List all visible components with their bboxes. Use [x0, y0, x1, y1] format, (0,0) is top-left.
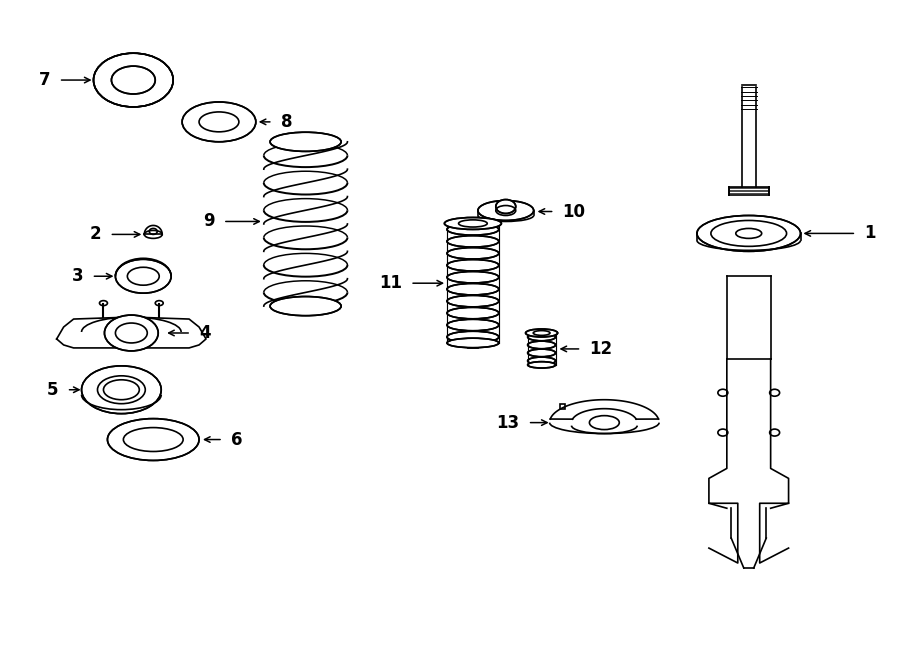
Ellipse shape: [526, 329, 558, 337]
Ellipse shape: [445, 217, 501, 229]
Ellipse shape: [447, 319, 499, 330]
Polygon shape: [709, 503, 738, 563]
Text: 13: 13: [497, 414, 519, 432]
Text: 2: 2: [90, 225, 102, 243]
Bar: [560, 404, 564, 408]
Ellipse shape: [270, 132, 341, 151]
Polygon shape: [144, 225, 162, 235]
Ellipse shape: [527, 341, 555, 349]
Ellipse shape: [447, 307, 499, 319]
Ellipse shape: [94, 53, 173, 107]
Ellipse shape: [115, 259, 171, 293]
Polygon shape: [760, 503, 788, 563]
Ellipse shape: [447, 295, 499, 307]
Ellipse shape: [697, 215, 800, 251]
Ellipse shape: [82, 366, 161, 414]
Text: 12: 12: [590, 340, 613, 358]
Polygon shape: [709, 359, 727, 508]
Ellipse shape: [447, 248, 499, 259]
Polygon shape: [550, 420, 659, 432]
Ellipse shape: [527, 362, 555, 368]
Ellipse shape: [447, 223, 499, 235]
Text: 11: 11: [379, 274, 402, 292]
Text: 1: 1: [864, 225, 876, 243]
Ellipse shape: [527, 333, 555, 341]
Text: 8: 8: [281, 113, 292, 131]
Text: 7: 7: [39, 71, 50, 89]
Polygon shape: [770, 359, 788, 508]
Ellipse shape: [447, 338, 499, 348]
Ellipse shape: [107, 418, 199, 461]
Text: 5: 5: [47, 381, 58, 399]
Ellipse shape: [182, 102, 256, 142]
Polygon shape: [57, 317, 206, 348]
Ellipse shape: [478, 200, 534, 221]
Ellipse shape: [447, 260, 499, 271]
Ellipse shape: [447, 284, 499, 295]
Ellipse shape: [270, 297, 341, 316]
Text: 3: 3: [72, 267, 84, 286]
Text: 10: 10: [562, 202, 586, 221]
Ellipse shape: [447, 331, 499, 342]
Ellipse shape: [447, 235, 499, 247]
Text: 9: 9: [203, 212, 215, 231]
Ellipse shape: [527, 349, 555, 357]
Text: 6: 6: [231, 430, 242, 449]
Ellipse shape: [496, 200, 516, 214]
Ellipse shape: [527, 357, 555, 365]
Text: 4: 4: [199, 324, 211, 342]
Ellipse shape: [447, 272, 499, 283]
Ellipse shape: [104, 315, 158, 351]
